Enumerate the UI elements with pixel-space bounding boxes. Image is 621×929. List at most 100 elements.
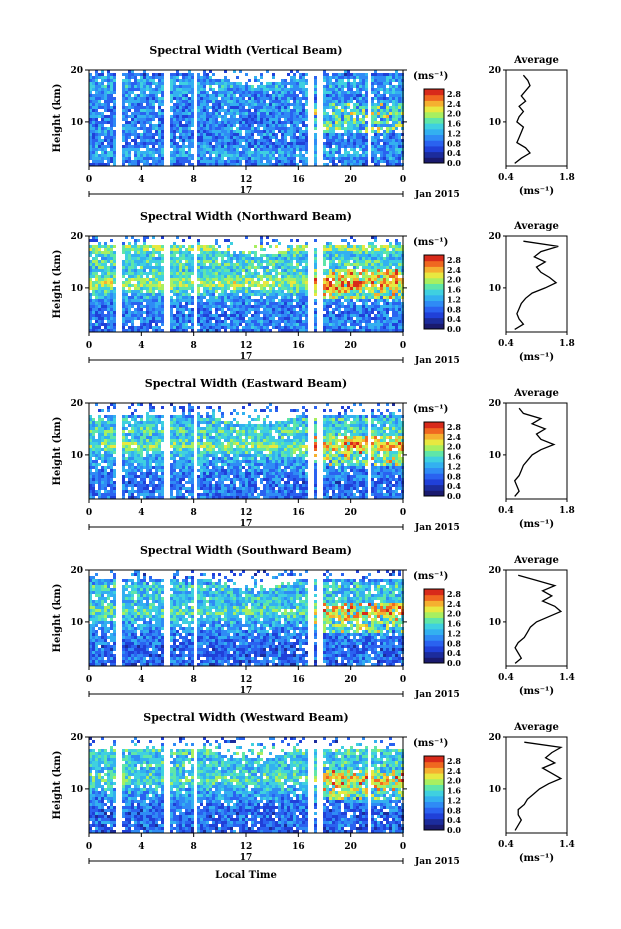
heatmap-cell [239,305,242,308]
heatmap-cell [200,145,203,148]
heatmap-cell [131,278,134,281]
heatmap-cell [191,136,194,139]
heatmap-cell [206,260,209,263]
heatmap-cell [293,287,296,290]
heatmap-cell [236,121,239,124]
heatmap-cell [212,278,215,281]
heatmap-cell [269,284,272,287]
heatmap-cell [98,254,101,257]
heatmap-cell [263,94,266,97]
heatmap-cell [341,133,344,136]
heatmap-cell [191,139,194,142]
heatmap-cell [113,314,116,317]
heatmap-cell [161,245,164,248]
heatmap-cell [305,94,308,97]
heatmap-cell [263,260,266,263]
heatmap-cell [110,296,113,299]
heatmap-cell [134,148,137,151]
heatmap-cell [98,94,101,97]
heatmap-cell [278,145,281,148]
heatmap-cell [269,109,272,112]
heatmap-cell [182,82,185,85]
heatmap-cell [200,148,203,151]
heatmap-cell [221,154,224,157]
heatmap-cell [200,320,203,323]
heatmap-cell [254,272,257,275]
heatmap-cell [170,278,173,281]
heatmap-cell [221,103,224,106]
heatmap-cell [239,82,242,85]
heatmap-cell [227,82,230,85]
heatmap-cell [143,257,146,260]
heatmap-cell [179,323,182,326]
heatmap-cell [143,154,146,157]
heatmap-cell [98,242,101,245]
heatmap-cell [122,317,125,320]
heatmap-cell [371,109,374,112]
heatmap-cell [131,269,134,272]
heatmap-cell [377,139,380,142]
heatmap-cell [197,260,200,263]
heatmap-cell [155,329,158,332]
heatmap-cell [278,127,281,130]
heatmap-cell [134,100,137,103]
heatmap-cell [125,112,128,115]
heatmap-cell [386,97,389,100]
heatmap-cell [383,154,386,157]
heatmap-cell [239,103,242,106]
heatmap-cell [200,278,203,281]
heatmap-cell [302,329,305,332]
heatmap-cell [353,311,356,314]
heatmap-cell [383,79,386,82]
heatmap-cell [95,121,98,124]
heatmap-cell [104,326,107,329]
heatmap-cell [140,260,143,263]
heatmap-cell [131,112,134,115]
heatmap-cell [134,317,137,320]
heatmap-cell [227,118,230,121]
heatmap-cell [92,109,95,112]
heatmap-cell [122,100,125,103]
heatmap-cell [200,97,203,100]
heatmap-cell [176,302,179,305]
heatmap-cell [233,160,236,163]
heatmap-cell [275,124,278,127]
heatmap-cell [89,151,92,154]
heatmap-cell [350,154,353,157]
heatmap-cell [122,118,125,121]
heatmap-cell [272,239,275,242]
heatmap-cell [329,91,332,94]
heatmap-cell [245,320,248,323]
heatmap-cell [158,124,161,127]
heatmap-cell [230,142,233,145]
heatmap-cell [146,302,149,305]
heatmap-cell [299,139,302,142]
heatmap-cell [392,133,395,136]
heatmap-cell [269,124,272,127]
heatmap-cell [107,151,110,154]
heatmap-cell [251,121,254,124]
heatmap-cell [242,251,245,254]
heatmap-cell [206,106,209,109]
heatmap-cell [269,260,272,263]
heatmap-cell [338,94,341,97]
heatmap-cell [131,91,134,94]
heatmap-cell [224,266,227,269]
heatmap-cell [257,142,260,145]
heatmap-cell [257,299,260,302]
heatmap-cell [101,293,104,296]
heatmap-cell [188,91,191,94]
heatmap-cell [341,329,344,332]
heatmap-cell [278,154,281,157]
heatmap-cell [245,163,248,166]
heatmap-cell [173,275,176,278]
heatmap-cell [200,133,203,136]
heatmap-cell [335,127,338,130]
heatmap-cell [362,157,365,160]
heatmap-cell [386,103,389,106]
heatmap-cell [122,260,125,263]
heatmap-cell [257,305,260,308]
heatmap-cell [371,145,374,148]
heatmap-cell [323,263,326,266]
heatmap-cell [206,73,209,76]
